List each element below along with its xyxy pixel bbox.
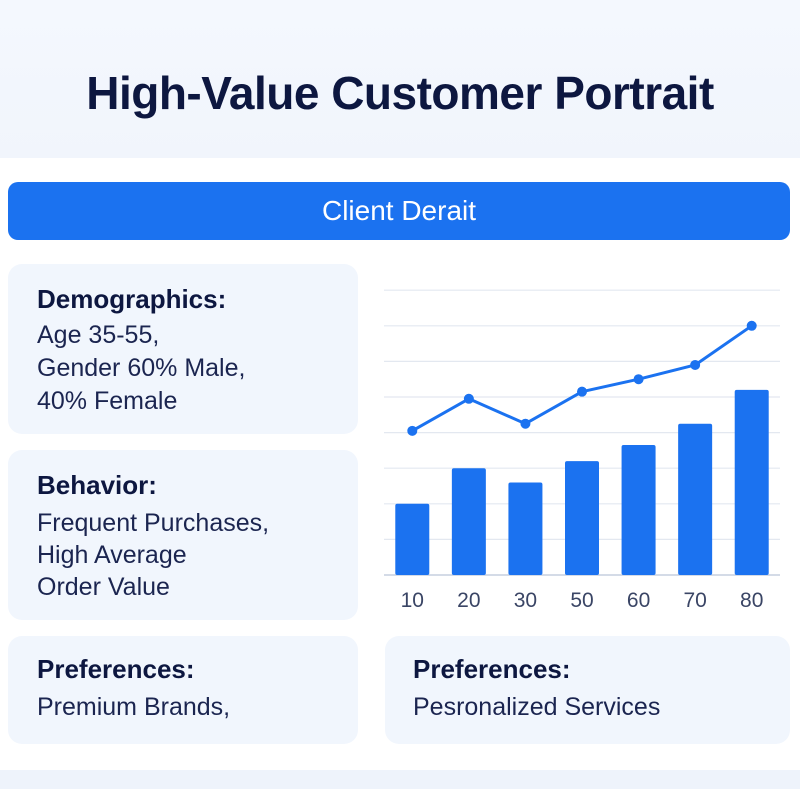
trend-point (463, 393, 474, 404)
demographics-card: Demographics: Age 35-55, Gender 60% Male… (8, 264, 358, 434)
customer-chart: 10 20 30 50 60 70 80 (384, 289, 780, 612)
header: High-Value Customer Portrait (0, 0, 800, 158)
bar (395, 503, 430, 575)
preferences-line: Premium Brands, (37, 693, 231, 721)
behavior-line: Frequent Purchases, (37, 509, 270, 537)
x-tick-label: 70 (683, 589, 706, 612)
banner-label: Client Derait (321, 195, 477, 226)
x-tick-label: 50 (570, 589, 593, 612)
x-tick-label: 80 (740, 589, 763, 612)
x-tick-label: 60 (627, 589, 650, 612)
x-tick-label: 30 (514, 589, 537, 612)
demographics-line: Age 35-55, (37, 321, 160, 349)
bar (678, 423, 713, 575)
preferences-line: Pesronalized Services (413, 693, 661, 721)
trend-point (520, 418, 531, 429)
trend-point (690, 359, 701, 370)
preferences-title: Preferences: (37, 654, 195, 684)
trend-point (407, 425, 418, 436)
demographics-line: 40% Female (37, 387, 178, 415)
preferences-title: Preferences: (413, 654, 571, 684)
bar (451, 468, 486, 575)
bar (508, 482, 543, 575)
bar (734, 389, 769, 575)
x-tick-label: 20 (457, 589, 480, 612)
bar (621, 445, 656, 575)
demographics-line: Gender 60% Male, (37, 354, 246, 382)
trend-point (577, 386, 587, 397)
behavior-line: High Average (37, 541, 187, 569)
x-tick-label: 10 (401, 589, 424, 612)
behavior-title: Behavior: (37, 470, 157, 500)
page-title: High-Value Customer Portrait (86, 67, 714, 119)
preferences-card: Preferences: Premium Brands, (8, 636, 358, 744)
demographics-title: Demographics: (37, 284, 227, 314)
behavior-card: Behavior: Frequent Purchases, High Avera… (8, 450, 358, 620)
trend-point (746, 320, 757, 331)
preferences-card-secondary: Preferences: Pesronalized Services (385, 636, 790, 744)
chart-line-series (407, 320, 757, 436)
client-detail-banner: Client Derait (8, 182, 790, 240)
trend-line (411, 324, 753, 433)
footer-strip (0, 770, 800, 789)
behavior-line: Order Value (37, 573, 170, 601)
chart-bars (395, 389, 769, 575)
bar (565, 461, 599, 575)
chart-x-ticks: 10 20 30 50 60 70 80 (401, 589, 764, 612)
trend-point (633, 374, 644, 385)
